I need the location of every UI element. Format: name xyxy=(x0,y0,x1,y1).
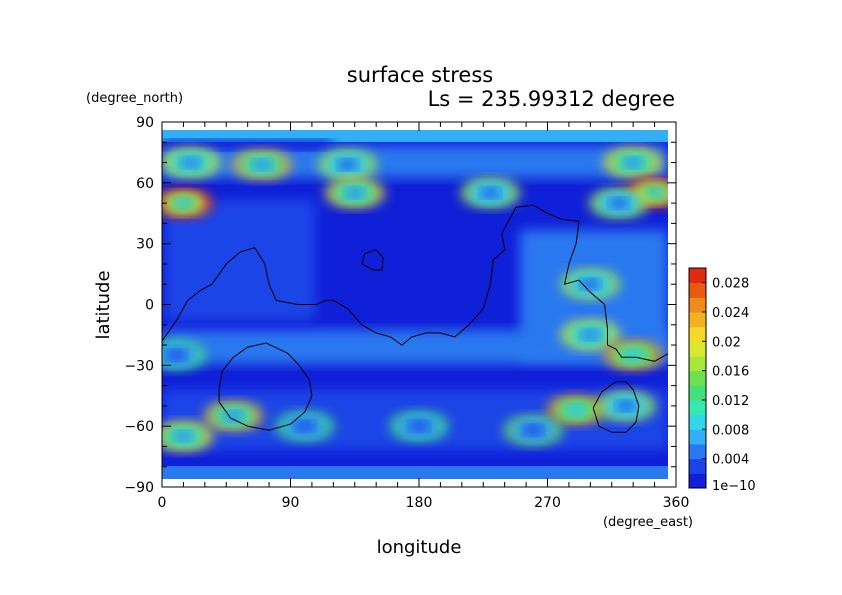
hotspot-8-level-3 xyxy=(609,198,628,209)
hotspot-12 xyxy=(162,340,207,371)
hotspot-15-level-3 xyxy=(567,404,586,415)
colorbar-frame xyxy=(688,267,707,489)
hotspot-17 xyxy=(503,415,564,446)
contour-line-2 xyxy=(218,342,313,431)
hotspot-19-level-3 xyxy=(295,421,314,432)
colorbar-tick-label: 0.02 xyxy=(712,335,741,350)
colorbar-swatch xyxy=(689,458,706,474)
hotspot-6-level-3 xyxy=(345,187,364,198)
hotspot-10 xyxy=(560,319,621,350)
colorbar-swatch xyxy=(689,414,706,430)
colorbar-labels: 1e−10 0.004 0.008 0.012 0.016 0.02 0.024 0.028 xyxy=(702,277,756,494)
y-tick-labels: 90 60 30 0 −30 −60 −90 xyxy=(124,115,154,496)
colorbar-tick-label: 0.008 xyxy=(712,423,749,438)
contour-line-3 xyxy=(592,381,640,433)
stress-field xyxy=(162,130,668,479)
hotspot-layer xyxy=(162,147,668,452)
colorbar-swatch xyxy=(689,444,706,460)
colorbar-tick-label: 0.024 xyxy=(712,306,749,321)
hotspot-3 xyxy=(603,147,664,178)
colorbar-swatch xyxy=(689,370,706,386)
x-unit-label: (degree_east) xyxy=(603,515,693,530)
x-tick-label: 360 xyxy=(663,495,690,511)
hotspot-17-level-3 xyxy=(524,425,543,436)
hotspot-18-level-3 xyxy=(410,421,428,432)
contour-line-0 xyxy=(162,204,668,362)
colorbar-swatch xyxy=(689,282,706,298)
band-south-pole xyxy=(162,466,668,479)
hotspot-4-level-3 xyxy=(174,198,193,209)
hotspot-9-level-3 xyxy=(581,279,600,290)
x-tick-label: 180 xyxy=(406,495,433,511)
colorbar-swatch xyxy=(689,297,706,313)
colorbar: 1e−10 0.004 0.008 0.012 0.016 0.02 0.024 0.028 xyxy=(688,267,756,494)
hotspot-7-level-3 xyxy=(481,187,500,198)
y-tick-label: −90 xyxy=(124,480,154,496)
hotspot-7 xyxy=(460,177,521,208)
band-north-pole xyxy=(162,130,668,142)
colorbar-tick-label: 0.016 xyxy=(712,365,749,380)
hotspot-6 xyxy=(324,177,385,208)
hotspot-11-level-3 xyxy=(624,350,643,361)
colorbar-tick-label: 0.028 xyxy=(712,277,749,292)
hotspot-16-level-3 xyxy=(617,400,636,411)
colorbar-tick-label: 0.012 xyxy=(712,394,749,409)
hotspot-11 xyxy=(603,340,664,371)
colorbar-swatch xyxy=(689,400,706,416)
x-axis-label: longitude xyxy=(377,537,462,558)
colorbar-swatch xyxy=(689,341,706,357)
y-unit-label: (degree_north) xyxy=(86,91,183,106)
band-north-dark xyxy=(162,140,332,150)
hotspot-2 xyxy=(317,149,378,180)
colorbar-swatch xyxy=(689,385,706,401)
y-tick-label: 60 xyxy=(136,176,154,192)
hotspot-16 xyxy=(596,390,657,421)
x-tick-label: 270 xyxy=(534,495,561,511)
hotspot-9 xyxy=(560,269,621,300)
hotspot-10-level-3 xyxy=(581,329,600,340)
hotspot-0-level-3 xyxy=(252,159,271,170)
colorbar-tick-label: 1e−10 xyxy=(712,479,756,494)
colorbar-swatch xyxy=(689,312,706,328)
colorbar-swatches xyxy=(689,268,706,489)
x-tick-label: 0 xyxy=(158,495,167,511)
y-tick-label: 0 xyxy=(145,298,154,314)
hotspot-19 xyxy=(274,411,335,442)
colorbar-swatch xyxy=(689,326,706,342)
hotspot-1 xyxy=(162,147,221,178)
chart-title: surface stress xyxy=(347,63,493,87)
hotspot-12-level-3 xyxy=(167,350,186,361)
hotspot-18 xyxy=(389,411,449,442)
x-tick-labels: 0 90 180 270 360 xyxy=(158,495,690,511)
axis-ticks xyxy=(161,121,677,488)
y-tick-label: −60 xyxy=(124,419,154,435)
colorbar-swatch xyxy=(689,473,706,489)
chart-subtitle: Ls = 235.99312 degree xyxy=(428,87,675,111)
hotspot-3-level-3 xyxy=(624,157,643,168)
hotspot-13-level-3 xyxy=(224,411,243,422)
topography-contours xyxy=(162,204,668,433)
colorbar-swatch xyxy=(689,356,706,372)
y-tick-label: −30 xyxy=(124,358,154,374)
hotspot-14 xyxy=(162,421,214,452)
hotspot-2-level-3 xyxy=(338,159,357,170)
colorbar-swatch xyxy=(689,268,706,284)
colorbar-tick-label: 0.004 xyxy=(712,453,749,468)
colorbar-swatch xyxy=(689,429,706,445)
hotspot-5-level-3 xyxy=(645,187,664,198)
x-tick-label: 90 xyxy=(282,495,300,511)
contour-line-1 xyxy=(361,249,384,271)
hotspot-1-level-3 xyxy=(181,157,200,168)
region-west-tropics xyxy=(165,200,315,320)
hotspot-14-level-3 xyxy=(174,431,193,442)
hotspot-15 xyxy=(546,394,607,425)
hotspot-8 xyxy=(588,188,649,219)
y-axis-label: latitude xyxy=(93,270,114,339)
hotspot-4 xyxy=(162,188,214,219)
hotspot-0 xyxy=(231,149,292,180)
hotspot-13 xyxy=(203,401,264,432)
y-tick-label: 90 xyxy=(136,115,154,131)
y-tick-label: 30 xyxy=(136,237,154,253)
